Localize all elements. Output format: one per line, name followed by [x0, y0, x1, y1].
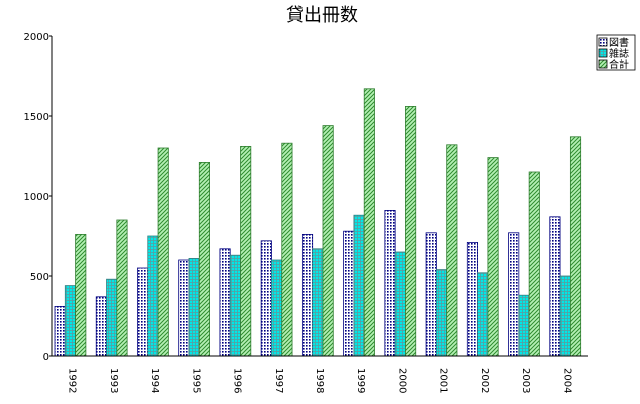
y-tick-label: 2000	[24, 32, 49, 43]
bar-雑誌-1997	[271, 259, 283, 357]
bar-雑誌-1994	[147, 235, 159, 357]
chart-title: 貸出冊数	[286, 5, 358, 26]
bar-合計-1996	[240, 145, 252, 357]
y-tick-label: 500	[30, 272, 49, 283]
x-tick-label: 1997	[273, 368, 284, 393]
x-tick-label: 1992	[67, 368, 78, 393]
bar-雑誌-2001	[435, 269, 448, 357]
bar-図書-1994	[137, 267, 149, 357]
bar-合計-2004	[569, 136, 582, 357]
bar-雑誌-2004	[559, 275, 571, 357]
y-axis: 0 500 1000 1500 2000	[24, 32, 53, 363]
y-tick-label: 1000	[24, 192, 49, 203]
bar-雑誌-1993	[106, 278, 118, 357]
bar-合計-2003	[528, 171, 540, 357]
x-tick-label: 1994	[149, 368, 160, 393]
legend-label: 合計	[609, 58, 629, 71]
bar-合計-1999	[363, 88, 375, 357]
bars	[54, 88, 582, 357]
bar-図書-1995	[178, 259, 190, 357]
bar-図書-2004	[549, 216, 561, 357]
legend-label: 雑誌	[609, 47, 629, 60]
x-tick-label: 2001	[438, 368, 449, 393]
x-tick-label: 2000	[396, 368, 407, 393]
bar-図書-1997	[260, 240, 272, 357]
bar-図書-2002	[466, 241, 479, 357]
bar-雑誌-2002	[477, 272, 489, 357]
bar-図書-2003	[508, 232, 520, 357]
bar-雑誌-1998	[312, 248, 324, 357]
x-tick-label: 1996	[232, 368, 243, 393]
y-tick-label: 1500	[24, 112, 49, 123]
legend-swatch-雑誌	[598, 48, 608, 58]
bar-雑誌-2003	[518, 294, 530, 357]
bar-図書-1996	[219, 248, 231, 357]
bar-雑誌-1995	[188, 257, 200, 357]
legend-swatch-図書	[598, 37, 608, 47]
y-tick-label: 0	[43, 352, 49, 363]
bar-雑誌-1992	[64, 285, 77, 357]
x-tick-label: 1995	[190, 368, 201, 393]
bar-合計-2001	[446, 144, 458, 357]
x-tick-label: 1999	[355, 368, 366, 393]
legend-swatch-合計	[598, 59, 608, 69]
bar-合計-2002	[487, 157, 499, 357]
x-tick-label: 2002	[479, 368, 490, 393]
bar-合計-1992	[75, 233, 87, 357]
bar-合計-1998	[322, 125, 334, 357]
bar-雑誌-2000	[394, 251, 406, 357]
x-tick-label: 2004	[561, 368, 572, 393]
bar-図書-2000	[384, 209, 396, 357]
x-axis: 1992 1993 1994 1995 1996 1997 1998 1999 2000 2001…	[52, 355, 588, 393]
bar-図書-1999	[343, 230, 355, 357]
x-tick-label: 1998	[314, 368, 325, 393]
bar-図書-2001	[425, 232, 437, 357]
bar-合計-1994	[157, 147, 169, 357]
bar-雑誌-1996	[229, 254, 241, 357]
bar-図書-1993	[95, 296, 107, 357]
legend-label: 図書	[609, 36, 629, 49]
bar-合計-2000	[405, 106, 417, 357]
x-tick-label: 1993	[108, 368, 119, 393]
x-tick-label: 2003	[520, 368, 531, 393]
bar-雑誌-1999	[353, 214, 365, 357]
bar-合計-1995	[198, 161, 210, 357]
bar-図書-1998	[301, 233, 314, 357]
bar-合計-1993	[116, 219, 128, 357]
bar-図書-1992	[54, 305, 66, 357]
bar-合計-1997	[281, 142, 293, 357]
